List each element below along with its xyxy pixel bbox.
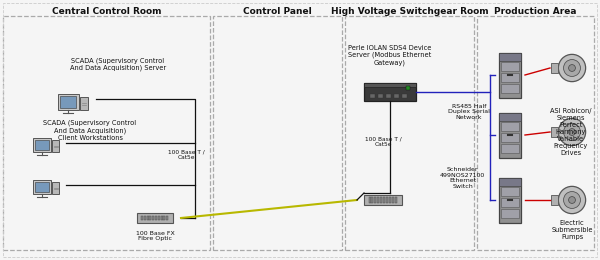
Text: Schneider
499NOS27100
Ethernet
Switch: Schneider 499NOS27100 Ethernet Switch [440,167,485,189]
FancyBboxPatch shape [364,83,416,87]
FancyBboxPatch shape [52,140,59,152]
FancyBboxPatch shape [402,94,407,98]
FancyBboxPatch shape [137,213,173,223]
FancyBboxPatch shape [499,178,521,186]
FancyBboxPatch shape [166,216,168,220]
FancyBboxPatch shape [392,198,394,203]
Circle shape [559,118,586,146]
FancyBboxPatch shape [499,53,521,61]
FancyBboxPatch shape [406,86,410,90]
FancyBboxPatch shape [501,133,519,142]
Text: Perle IOLAN SDS4 Device
Server (Modbus Ethernet
Gateway): Perle IOLAN SDS4 Device Server (Modbus E… [349,44,431,66]
FancyBboxPatch shape [501,144,519,153]
FancyBboxPatch shape [155,216,157,220]
Text: 100 Base FX
Fibre Optic: 100 Base FX Fibre Optic [136,231,175,241]
Circle shape [569,129,575,135]
FancyBboxPatch shape [33,138,51,152]
FancyBboxPatch shape [499,178,521,223]
FancyBboxPatch shape [146,216,149,220]
FancyBboxPatch shape [371,198,373,203]
FancyBboxPatch shape [395,198,397,203]
Text: High Voltage Switchgear Room: High Voltage Switchgear Room [331,7,488,16]
FancyBboxPatch shape [551,63,559,73]
Text: SCADA (Supervisory Control
And Data Acquisition) Server: SCADA (Supervisory Control And Data Acqu… [70,57,166,71]
Text: SCADA (Supervisory Control
And Data Acquisition)
Client Workstations: SCADA (Supervisory Control And Data Acqu… [43,120,137,140]
Text: Control Panel: Control Panel [243,7,312,16]
Text: Central Control Room: Central Control Room [52,7,161,16]
FancyBboxPatch shape [380,198,382,203]
FancyBboxPatch shape [364,83,416,101]
FancyBboxPatch shape [58,94,79,110]
FancyBboxPatch shape [551,195,559,205]
FancyBboxPatch shape [149,216,151,220]
Circle shape [559,54,586,82]
FancyBboxPatch shape [35,140,49,150]
FancyBboxPatch shape [33,180,51,194]
FancyBboxPatch shape [394,94,399,98]
FancyBboxPatch shape [378,94,383,98]
FancyBboxPatch shape [60,96,76,108]
FancyBboxPatch shape [501,198,519,207]
FancyBboxPatch shape [551,127,559,137]
FancyBboxPatch shape [370,94,375,98]
FancyBboxPatch shape [144,216,146,220]
FancyBboxPatch shape [501,73,519,82]
FancyBboxPatch shape [52,182,59,194]
Text: Electric
Submersible
Pumps: Electric Submersible Pumps [551,220,593,240]
FancyBboxPatch shape [501,186,519,196]
Circle shape [563,60,580,76]
FancyBboxPatch shape [141,216,143,220]
FancyBboxPatch shape [501,121,519,131]
FancyBboxPatch shape [501,209,519,218]
FancyBboxPatch shape [386,94,391,98]
FancyBboxPatch shape [80,96,88,110]
Text: ASI Robicon/
Siemens
Perfect
Harmony
Variable
Frequency
Drives: ASI Robicon/ Siemens Perfect Harmony Var… [550,108,592,156]
FancyBboxPatch shape [499,113,521,158]
Circle shape [563,124,580,140]
Circle shape [569,64,575,72]
FancyBboxPatch shape [389,198,391,203]
Text: 100 Base T /
Cat5e: 100 Base T / Cat5e [365,136,401,147]
FancyBboxPatch shape [364,195,402,205]
FancyBboxPatch shape [163,216,166,220]
FancyBboxPatch shape [377,198,379,203]
Text: 100 Base T /
Cat5e: 100 Base T / Cat5e [167,150,205,160]
FancyBboxPatch shape [501,62,519,70]
FancyBboxPatch shape [161,216,163,220]
FancyBboxPatch shape [386,198,388,203]
FancyBboxPatch shape [158,216,160,220]
Circle shape [559,186,586,214]
FancyBboxPatch shape [374,198,376,203]
Text: RS485 Half
Duplex Serial
Network: RS485 Half Duplex Serial Network [448,104,490,120]
FancyBboxPatch shape [499,53,521,98]
FancyBboxPatch shape [35,182,49,192]
Text: Production Area: Production Area [494,7,577,16]
FancyBboxPatch shape [501,84,519,93]
FancyBboxPatch shape [152,216,154,220]
FancyBboxPatch shape [499,113,521,121]
Circle shape [563,192,580,209]
FancyBboxPatch shape [383,198,385,203]
Circle shape [569,197,575,203]
FancyBboxPatch shape [368,198,371,203]
